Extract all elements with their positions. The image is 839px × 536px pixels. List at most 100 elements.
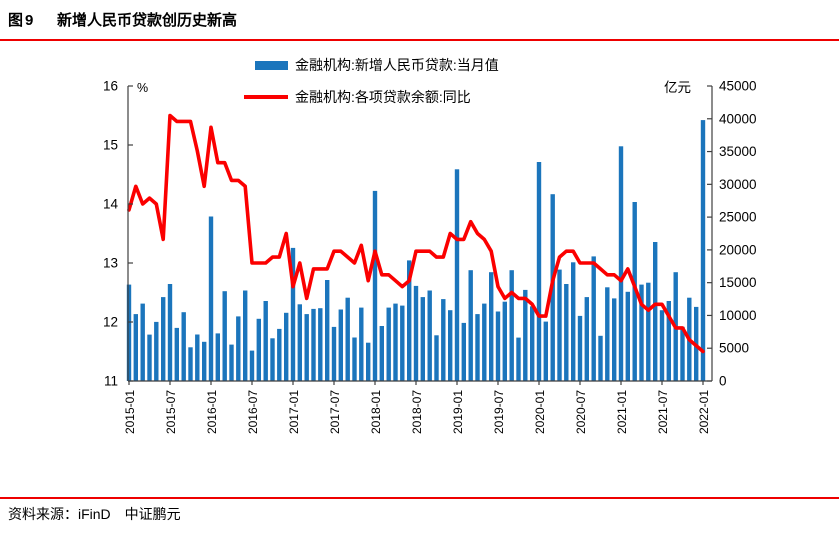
figure-tag: 图9 (8, 12, 36, 29)
bar-month-19 (256, 318, 261, 381)
legend-bar-label: 金融机构:新增人民币贷款:当月值 (295, 57, 499, 73)
bar-month-50 (468, 270, 473, 381)
bar-month-38 (386, 307, 391, 381)
bar-month-84 (700, 120, 706, 381)
bar-month-43 (420, 297, 425, 381)
right-axis-tick-label: 45000 (719, 79, 757, 94)
bar-month-54 (495, 311, 501, 381)
x-axis-tick-label: 2016-07 (246, 390, 260, 434)
bar-month-15 (229, 344, 234, 381)
x-axis-tick-label: 2018-01 (369, 390, 383, 434)
bar-month-53 (489, 272, 494, 381)
right-axis-tick-label: 40000 (719, 111, 757, 126)
x-axis-tick-label: 2019-01 (451, 390, 465, 434)
right-axis-tick-label: 15000 (719, 275, 757, 290)
x-axis-tick-label: 2015-01 (123, 390, 137, 434)
bar-month-11 (202, 341, 207, 381)
bar-month-18 (249, 350, 255, 381)
bar-month-52 (482, 303, 487, 381)
bar-month-76 (646, 282, 651, 381)
bar-month-2 (140, 303, 145, 381)
x-axis-tick-label: 2019-07 (492, 390, 506, 434)
right-axis-tick-label: 0 (719, 374, 727, 389)
bar-month-27 (311, 308, 316, 381)
bar-month-47 (448, 310, 453, 381)
bar-month-8 (181, 312, 186, 381)
bar-month-40 (400, 305, 405, 381)
bar-month-45 (434, 335, 439, 381)
bar-month-12 (208, 216, 214, 381)
x-axis-tick-label: 2022-01 (697, 390, 711, 434)
bar-month-7 (174, 327, 179, 381)
x-axis-tick-label: 2021-01 (615, 390, 629, 434)
bar-month-21 (270, 338, 275, 381)
left-axis-tick-label: 13 (103, 256, 118, 271)
legend-item-bars: 金融机构:新增人民币贷款:当月值 (244, 57, 499, 73)
bar-month-51 (475, 314, 480, 381)
bar-month-69 (598, 335, 603, 381)
bars-series (126, 120, 706, 381)
bar-month-60 (536, 162, 542, 381)
x-axis-tick-label: 2015-07 (164, 390, 178, 434)
bar-month-57 (516, 337, 521, 381)
bar-month-28 (318, 308, 323, 381)
bar-month-67 (584, 297, 589, 381)
right-axis-tick-label: 10000 (719, 308, 757, 323)
bar-month-81 (680, 326, 685, 381)
bar-month-68 (591, 256, 596, 381)
right-axis-tick-label: 35000 (719, 144, 757, 159)
bar-month-0 (126, 284, 132, 381)
bar-month-44 (427, 290, 432, 381)
x-axis-tick-label: 2020-01 (533, 390, 547, 434)
bar-month-78 (659, 310, 665, 381)
x-axis-tick-label: 2018-07 (410, 390, 424, 434)
bar-month-55 (502, 301, 507, 381)
bar-month-70 (605, 287, 610, 381)
bar-month-75 (639, 284, 644, 381)
left-axis-unit: % (137, 81, 148, 95)
left-axis-tick-label: 12 (103, 315, 118, 330)
bar-month-4 (154, 321, 159, 381)
bar-month-66 (577, 315, 583, 381)
bar-month-56 (509, 270, 514, 381)
bar-month-9 (188, 347, 193, 381)
chart-legend: 金融机构:新增人民币贷款:当月值 金融机构:各项贷款余额:同比 (244, 57, 499, 121)
bar-month-30 (331, 326, 337, 381)
bar-month-6 (167, 284, 173, 381)
bar-month-35 (366, 342, 371, 381)
bar-month-77 (653, 242, 658, 381)
bar-month-26 (304, 314, 309, 381)
bar-month-72 (618, 146, 624, 381)
bar-month-16 (236, 316, 241, 381)
bar-month-65 (571, 262, 576, 381)
bar-month-29 (325, 280, 330, 381)
legend-bar-swatch-icon (255, 60, 288, 70)
bar-month-3 (147, 334, 152, 381)
bar-month-34 (359, 307, 364, 381)
bar-month-1 (133, 314, 138, 381)
bar-month-59 (530, 306, 535, 381)
right-axis-unit: 亿元 (664, 80, 691, 95)
yoy-line (127, 113, 705, 354)
legend-line-swatch-icon (244, 95, 288, 99)
bar-month-39 (393, 303, 398, 381)
bar-month-61 (543, 321, 548, 381)
bar-month-58 (523, 289, 528, 381)
axis-labels: 16 15 14 13 12 11 45000 40000 35000 30000 25000 200… (103, 79, 757, 435)
title-rule (0, 39, 839, 41)
footer-rule (0, 497, 839, 499)
x-axis-tick-label: 2017-01 (287, 390, 301, 434)
bar-month-13 (215, 333, 220, 381)
bar-month-20 (263, 301, 268, 381)
bar-month-23 (284, 312, 289, 381)
bar-month-48 (454, 169, 460, 381)
left-axis-tick-label: 11 (104, 374, 118, 389)
bar-month-73 (625, 291, 630, 381)
x-axis-tick-label: 2020-07 (574, 390, 588, 434)
right-axis-tick-label: 20000 (719, 242, 757, 257)
x-axis-tick-label: 2021-07 (656, 390, 670, 434)
legend-line-label: 金融机构:各项贷款余额:同比 (295, 89, 471, 105)
bar-month-64 (564, 284, 569, 381)
bar-month-46 (441, 299, 446, 381)
